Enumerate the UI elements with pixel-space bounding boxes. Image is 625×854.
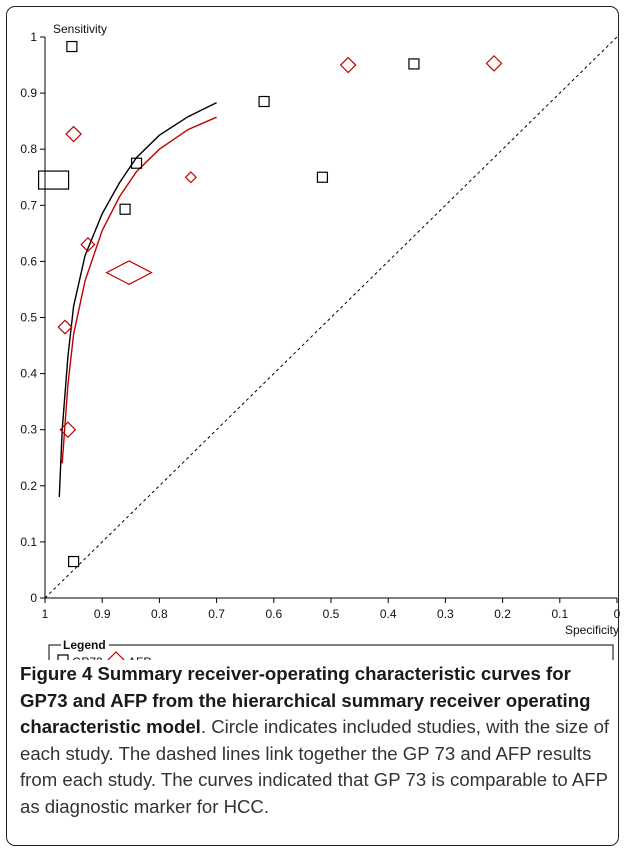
data-points — [37, 40, 503, 568]
x-tick-label: 0.7 — [208, 607, 225, 621]
y-tick-label: 0.8 — [20, 142, 37, 156]
caption-body: . Circle indicates included studies, wit… — [20, 716, 610, 817]
point-afp — [184, 171, 197, 184]
point-gp73 — [66, 40, 78, 53]
x-tick-label: 0.3 — [437, 607, 454, 621]
point-afp — [59, 421, 77, 439]
figure-frame — [6, 6, 619, 846]
axes: 0 0.1 0.2 0.3 0.4 0.5 0.6 0.7 0.8 0.9 1 1 0.9 0.8 0.7 0… — [20, 22, 620, 637]
x-tick-label: 0.9 — [94, 607, 111, 621]
point-afp — [65, 125, 82, 143]
point-afp — [57, 319, 73, 335]
point-gp73 — [316, 171, 329, 183]
sroc-curve-afp — [61, 116, 217, 464]
legend-label-gp73: GP73 — [72, 655, 103, 660]
y-tick-label: 0.2 — [20, 479, 37, 493]
legend-box — [48, 644, 614, 660]
x-tick-label: 0.5 — [323, 607, 340, 621]
point-gp73 — [408, 58, 420, 70]
x-tick-label: 1 — [42, 607, 49, 621]
x-tick-label: 0.6 — [265, 607, 282, 621]
x-tick-label: 0 — [614, 607, 621, 621]
point-gp73 — [130, 157, 143, 169]
sroc-curve-gp73 — [58, 101, 217, 498]
figure-caption: Figure 4 Summary receiver-operating char… — [20, 661, 613, 820]
y-tick-label: 0.9 — [20, 86, 37, 100]
y-axis-label: Sensitivity — [53, 22, 107, 36]
y-tick-label: 0.1 — [20, 535, 37, 549]
point-afp — [485, 55, 503, 72]
y-tick-label: 0.3 — [20, 423, 37, 437]
legend: Legend GP73 AFP — [48, 637, 614, 660]
y-tick-label: 0.4 — [20, 367, 37, 381]
x-axis-label: Specificity — [565, 623, 619, 637]
x-tick-label: 0.4 — [380, 607, 397, 621]
point-gp73 — [119, 203, 131, 215]
x-tick-label: 0.1 — [551, 607, 568, 621]
legend-marker-afp — [107, 651, 125, 660]
sroc-chart: 0 0.1 0.2 0.3 0.4 0.5 0.6 0.7 0.8 0.9 1 1 0.9 0.8 0.7 0… — [20, 22, 621, 660]
y-tick-label: 0.6 — [20, 254, 37, 268]
plot-area — [44, 36, 618, 599]
x-tick-label: 0.8 — [151, 607, 168, 621]
x-tick-label: 0.2 — [494, 607, 511, 621]
y-tick-label: 1 — [30, 30, 37, 44]
chance-diagonal-line — [44, 36, 618, 599]
legend-title-backdrop — [61, 637, 109, 651]
point-afp — [339, 56, 357, 74]
legend-marker-gp73 — [57, 654, 69, 660]
point-gp73 — [258, 95, 270, 108]
legend-title: Legend — [63, 638, 106, 652]
legend-label-afp: AFP — [128, 655, 151, 660]
caption-title: Figure 4 Summary receiver-operating char… — [20, 663, 591, 737]
point-gp73 — [37, 170, 70, 190]
curves — [58, 101, 217, 498]
y-tick-label: 0 — [30, 591, 37, 605]
y-tick-label: 0.5 — [20, 311, 37, 325]
y-tick-label: 0.7 — [20, 198, 37, 212]
point-gp73 — [67, 555, 80, 568]
point-afp — [105, 260, 153, 285]
point-afp — [80, 236, 96, 253]
